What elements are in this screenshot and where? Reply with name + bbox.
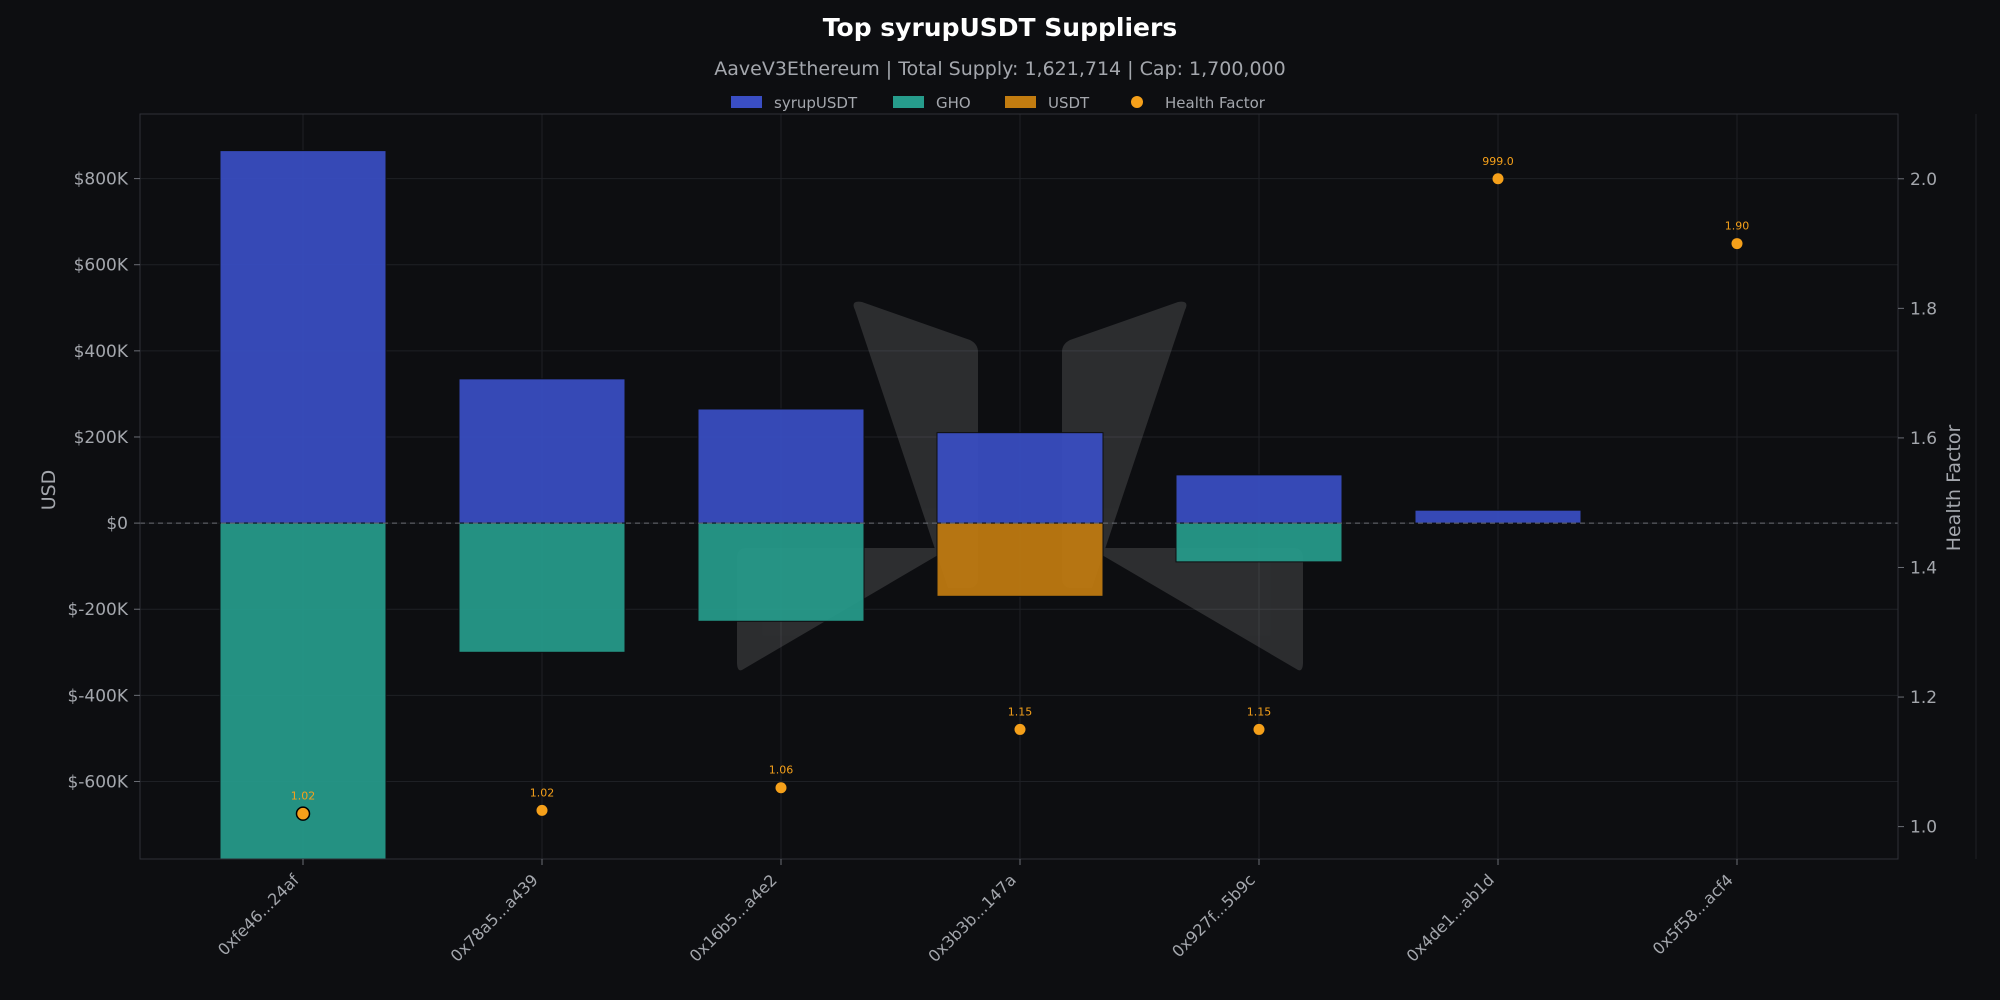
x-tick-label: 0x927f...5b9c	[1168, 870, 1259, 961]
legend-label: GHO	[936, 94, 971, 112]
bars	[219, 150, 1582, 860]
health-factor-point	[1253, 723, 1265, 735]
health-factor-point	[1731, 238, 1743, 250]
bar-syrupusdt	[1414, 509, 1582, 524]
legend-swatch-gho	[893, 96, 924, 108]
legend-marker-health-factor	[1131, 96, 1143, 108]
y-tick-label: $0	[106, 514, 128, 534]
bar-syrupusdt	[458, 378, 626, 524]
x-tick-label: 0x16b5...a4e2	[686, 870, 781, 965]
health-factor-label: 999.0	[1482, 155, 1514, 168]
y2-tick-label: 1.8	[1910, 299, 1937, 319]
bar-gho	[697, 522, 865, 622]
y2-axis-label: Health Factor	[1943, 425, 1965, 552]
x-tick-label: 0x78a5...a439	[447, 870, 542, 965]
health-factor-point	[1014, 723, 1026, 735]
bar-syrupusdt	[697, 408, 865, 524]
y2-tick-label: 1.0	[1910, 818, 1937, 838]
legend-label: syrupUSDT	[774, 94, 858, 112]
bar-gho	[1175, 522, 1343, 563]
y-tick-label: $-200K	[67, 600, 128, 620]
health-factor-label: 1.02	[291, 790, 316, 803]
chart-subtitle: AaveV3Ethereum | Total Supply: 1,621,714…	[714, 58, 1285, 80]
bar-usdt	[936, 522, 1104, 597]
health-factor-label: 1.90	[1725, 220, 1750, 233]
legend: syrupUSDT GHO USDT Health Factor	[731, 94, 1266, 112]
bar-syrupusdt	[936, 432, 1104, 524]
bar-gho	[219, 522, 387, 860]
y-tick-label: $200K	[74, 428, 129, 448]
health-factor-label: 1.02	[530, 786, 555, 799]
y-tick-label: $-600K	[67, 772, 128, 792]
x-tick-label: 0xfe46...24af	[214, 870, 303, 959]
health-factor-label: 1.15	[1247, 705, 1272, 718]
legend-swatch-usdt	[1005, 96, 1036, 108]
health-factor-label: 1.06	[769, 764, 794, 777]
legend-label: Health Factor	[1165, 94, 1266, 112]
health-factor-point	[775, 782, 787, 794]
health-factor-point	[1492, 173, 1504, 185]
health-factor-point	[295, 806, 311, 821]
bar-gho	[458, 522, 626, 653]
plot-frame	[139, 113, 1899, 860]
y-tick-label: $600K	[74, 256, 129, 276]
x-tick-label: 0x5f58...acf4	[1649, 870, 1737, 958]
y-tick-label: $-400K	[67, 686, 128, 706]
bar-syrupusdt	[1175, 474, 1343, 524]
y-tick-label: $800K	[74, 170, 129, 190]
x-tick-label: 0x3b3b...147a	[924, 870, 1019, 965]
legend-label: USDT	[1048, 94, 1090, 112]
y2-tick-label: 1.2	[1910, 688, 1937, 708]
y2-tick-label: 1.4	[1910, 558, 1937, 578]
y-axis-label: USD	[38, 470, 60, 511]
chart-title: Top syrupUSDT Suppliers	[823, 13, 1177, 42]
bar-syrupusdt	[219, 150, 387, 524]
health-factor-points: 1.02 1.02 1.06 1.15 1.15 999.0 1.90	[291, 155, 1750, 821]
health-factor-point	[536, 804, 548, 816]
legend-swatch-syrupusdt	[731, 96, 762, 108]
y2-tick-label: 2.0	[1910, 170, 1937, 190]
y-tick-label: $400K	[74, 342, 129, 362]
x-tick-label: 0x4de1...ab1d	[1403, 870, 1498, 965]
health-factor-label: 1.15	[1008, 705, 1033, 718]
y2-tick-label: 1.6	[1910, 429, 1937, 449]
